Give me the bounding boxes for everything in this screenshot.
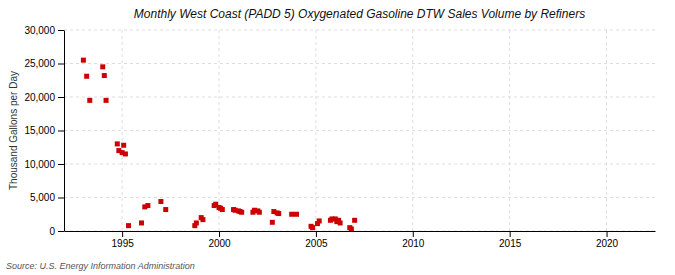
point [87,98,92,103]
tick: 0 [49,226,64,237]
tick: 1995 [112,231,135,249]
tick: 2005 [305,231,328,249]
tick: 5,000 [30,192,64,203]
point [200,217,205,222]
grid-line [64,231,655,232]
tick: 20,000 [24,92,64,103]
point [220,207,225,212]
tick: 2010 [402,231,425,249]
tick-label: 2000 [208,238,231,249]
grid [64,30,655,231]
point [257,210,262,215]
chart: 1995 2000 2005 2010 2015 2020 0 5,000 10,000 15,0… [0,0,675,275]
point [102,73,107,78]
grid-line [64,130,655,131]
axis-line [64,31,65,232]
grid-line [64,164,655,165]
point [84,74,89,79]
tick-label: 15,000 [24,125,55,136]
point [352,218,357,223]
grid-line [509,30,510,231]
tick-label: 2020 [596,238,619,249]
tick-mark [58,231,64,232]
point [289,212,294,217]
point [270,220,275,225]
tick-label: 2015 [499,238,522,249]
title: Monthly West Coast (PADD 5) Oxygenated G… [134,7,585,21]
point [317,218,322,223]
tick-label: 1995 [112,238,135,249]
tick-mark [58,198,64,199]
tick: 2015 [499,231,522,249]
tick-mark [219,231,220,237]
point [294,212,299,217]
tick-mark [122,231,123,237]
axis-line [65,231,656,232]
tick-mark [58,97,64,98]
grid-line [64,30,655,31]
point [126,223,131,228]
point [139,220,144,225]
tick-label: 2010 [402,238,425,249]
tick-label: 0 [49,226,55,237]
point [276,211,281,216]
tick-label: 5,000 [30,192,55,203]
tick: 2020 [596,231,619,249]
tick-label: 30,000 [24,25,55,36]
point [145,203,150,208]
point [310,225,315,230]
tick-mark [58,30,64,31]
grid-line [64,63,655,64]
tick: 25,000 [24,58,64,69]
tick-mark [413,231,414,237]
grid-line [412,30,413,231]
grid-line [315,30,316,231]
tick-mark [316,231,317,237]
tick: 15,000 [24,125,64,136]
point [81,58,86,63]
tick-mark [607,231,608,237]
point [115,141,120,146]
point [239,210,244,215]
point [158,199,163,204]
tick-label: 20,000 [24,92,55,103]
grid-line [64,197,655,198]
point [163,207,168,212]
tick-label: 2005 [305,238,328,249]
tick-label: 25,000 [24,58,55,69]
grid-line [606,30,607,231]
points [81,58,357,231]
point [194,220,199,225]
grid-line [64,97,655,98]
point [121,143,126,148]
tick-label: 10,000 [24,159,55,170]
tick-mark [58,131,64,132]
point [104,98,109,103]
point [338,220,343,225]
tick: 2000 [208,231,231,249]
tick-mark [510,231,511,237]
grid-line [219,30,220,231]
x-axis: 1995 2000 2005 2010 2015 2020 [65,231,656,249]
y-axis: 0 5,000 10,000 15,000 20,000 25,000 30,000 [24,25,64,237]
point [349,226,354,231]
tick: 10,000 [24,159,64,170]
point [123,151,128,156]
tick: 30,000 [24,25,64,36]
source-note: Source: U.S. Energy Information Administ… [6,261,195,271]
point [100,64,105,69]
plot-area: 1995 2000 2005 2010 2015 2020 0 5,000 10,000 15,0… [24,25,655,249]
y-axis-title: Thousand Gallons per Day [8,71,19,190]
grid-line [122,30,123,231]
tick-mark [58,164,64,165]
tick-mark [58,64,64,65]
